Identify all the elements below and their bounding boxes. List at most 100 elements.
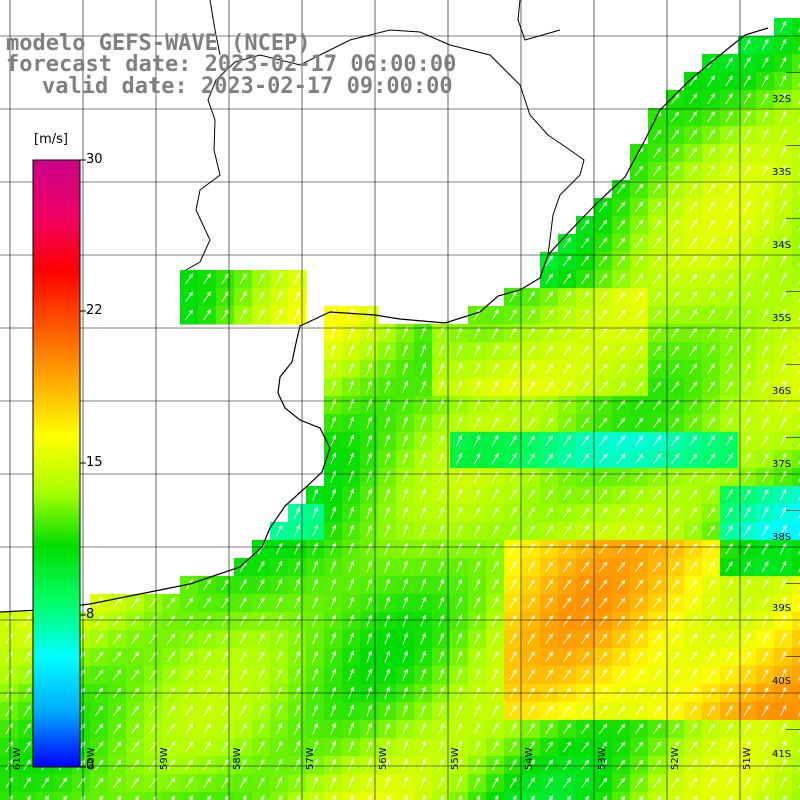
wind-arrow bbox=[563, 759, 571, 771]
wind-arrow-head bbox=[728, 93, 733, 98]
wind-arrow bbox=[473, 327, 481, 339]
speed-cell bbox=[648, 792, 667, 800]
wind-arrow bbox=[761, 201, 769, 213]
wind-arrow bbox=[130, 706, 140, 716]
wind-arrow-head bbox=[584, 237, 590, 243]
wind-arrow-head bbox=[206, 759, 211, 765]
wind-arrow bbox=[707, 309, 715, 321]
wind-arrow bbox=[275, 741, 283, 753]
wind-arrow bbox=[438, 525, 444, 537]
wind-arrow bbox=[689, 327, 697, 339]
wind-arrow-head bbox=[134, 669, 140, 675]
wind-arrow bbox=[348, 309, 354, 321]
wind-arrow-head bbox=[710, 345, 715, 351]
wind-arrow-head bbox=[764, 218, 769, 224]
wind-arrow bbox=[509, 741, 517, 753]
wind-arrow-head bbox=[674, 579, 680, 585]
wind-arrow bbox=[616, 346, 626, 356]
wind-arrow bbox=[761, 381, 769, 393]
wind-arrow bbox=[185, 597, 193, 609]
wind-arrow bbox=[384, 489, 390, 501]
wind-arrow bbox=[707, 111, 715, 123]
wind-arrow-head bbox=[403, 326, 408, 332]
wind-arrow-head bbox=[260, 290, 265, 296]
wind-arrow-head bbox=[602, 291, 608, 297]
wind-arrow-head bbox=[206, 777, 211, 783]
wind-arrow bbox=[296, 795, 300, 800]
lat-label: 41S bbox=[772, 749, 792, 760]
wind-arrow-head bbox=[674, 417, 680, 423]
wind-arrow-head bbox=[782, 380, 787, 386]
wind-arrow-head bbox=[134, 633, 140, 639]
wind-arrow bbox=[598, 490, 608, 500]
wind-arrow bbox=[438, 381, 444, 393]
wind-arrow-head bbox=[170, 759, 176, 765]
wind-arrow-head bbox=[440, 614, 445, 620]
speed-cell bbox=[792, 36, 800, 55]
wind-arrow-head bbox=[367, 704, 372, 710]
wind-arrow bbox=[294, 633, 300, 645]
wind-arrow-head bbox=[458, 488, 463, 494]
wind-arrow-head bbox=[349, 506, 354, 512]
wind-arrow bbox=[563, 327, 571, 339]
speed-cell bbox=[522, 792, 541, 800]
wind-arrow bbox=[689, 777, 697, 789]
wind-arrow bbox=[779, 291, 787, 303]
wind-arrow-head bbox=[385, 596, 390, 602]
wind-arrow bbox=[798, 352, 800, 357]
wind-arrow bbox=[473, 309, 481, 321]
wind-arrow-head bbox=[584, 597, 590, 603]
wind-arrow-head bbox=[620, 345, 626, 351]
wind-arrow-head bbox=[746, 614, 751, 620]
wind-arrow bbox=[275, 615, 283, 627]
wind-arrow-head bbox=[548, 633, 554, 639]
wind-arrow bbox=[798, 424, 800, 429]
wind-arrow-head bbox=[584, 723, 590, 729]
wind-arrow-head bbox=[224, 777, 229, 782]
wind-arrow-head bbox=[188, 651, 194, 657]
wind-arrow bbox=[707, 201, 715, 213]
wind-arrow-head bbox=[566, 705, 572, 711]
wind-arrow bbox=[384, 633, 390, 645]
wind-arrow-head bbox=[422, 452, 426, 458]
wind-arrow-head bbox=[349, 740, 354, 746]
wind-arrow bbox=[598, 670, 608, 680]
wind-arrow-head bbox=[782, 110, 787, 116]
wind-arrow bbox=[598, 652, 608, 662]
wind-arrow-head bbox=[782, 470, 787, 476]
wind-arrow bbox=[798, 298, 800, 303]
wind-arrow bbox=[527, 345, 535, 357]
wind-arrow-head bbox=[746, 776, 751, 782]
wind-arrow-head bbox=[188, 741, 194, 747]
title-valid-date: valid date: 2023-02-17 09:00:00 bbox=[42, 74, 453, 99]
wind-arrow bbox=[581, 273, 589, 285]
wind-arrow bbox=[438, 327, 444, 339]
wind-arrow bbox=[563, 363, 571, 375]
wind-arrow-head bbox=[367, 758, 372, 764]
wind-arrow-head bbox=[458, 632, 463, 638]
wind-arrow-head bbox=[332, 380, 336, 386]
colorbar-unit: [m/s] bbox=[34, 132, 68, 147]
wind-arrow-head bbox=[260, 794, 265, 800]
wind-arrow-head bbox=[566, 525, 572, 531]
wind-arrow-head bbox=[26, 777, 31, 782]
wind-arrow bbox=[94, 634, 104, 644]
wind-arrow-head bbox=[602, 741, 608, 747]
wind-arrow-head bbox=[620, 561, 626, 567]
wind-arrow-head bbox=[385, 794, 390, 800]
wind-arrow bbox=[438, 417, 444, 429]
wind-arrow-head bbox=[620, 435, 626, 441]
wind-arrow-head bbox=[746, 56, 751, 62]
wind-arrow bbox=[330, 435, 336, 447]
wind-arrow-head bbox=[566, 471, 572, 477]
wind-arrow bbox=[221, 777, 229, 789]
wind-arrow bbox=[581, 291, 589, 303]
wind-arrow-head bbox=[403, 794, 408, 800]
wind-arrow bbox=[384, 561, 390, 573]
wind-arrow-head bbox=[512, 524, 517, 530]
wind-arrow bbox=[725, 651, 733, 663]
wind-arrow bbox=[581, 435, 589, 447]
wind-arrow bbox=[45, 795, 49, 800]
wind-arrow bbox=[366, 453, 372, 465]
wind-arrow bbox=[148, 634, 158, 644]
